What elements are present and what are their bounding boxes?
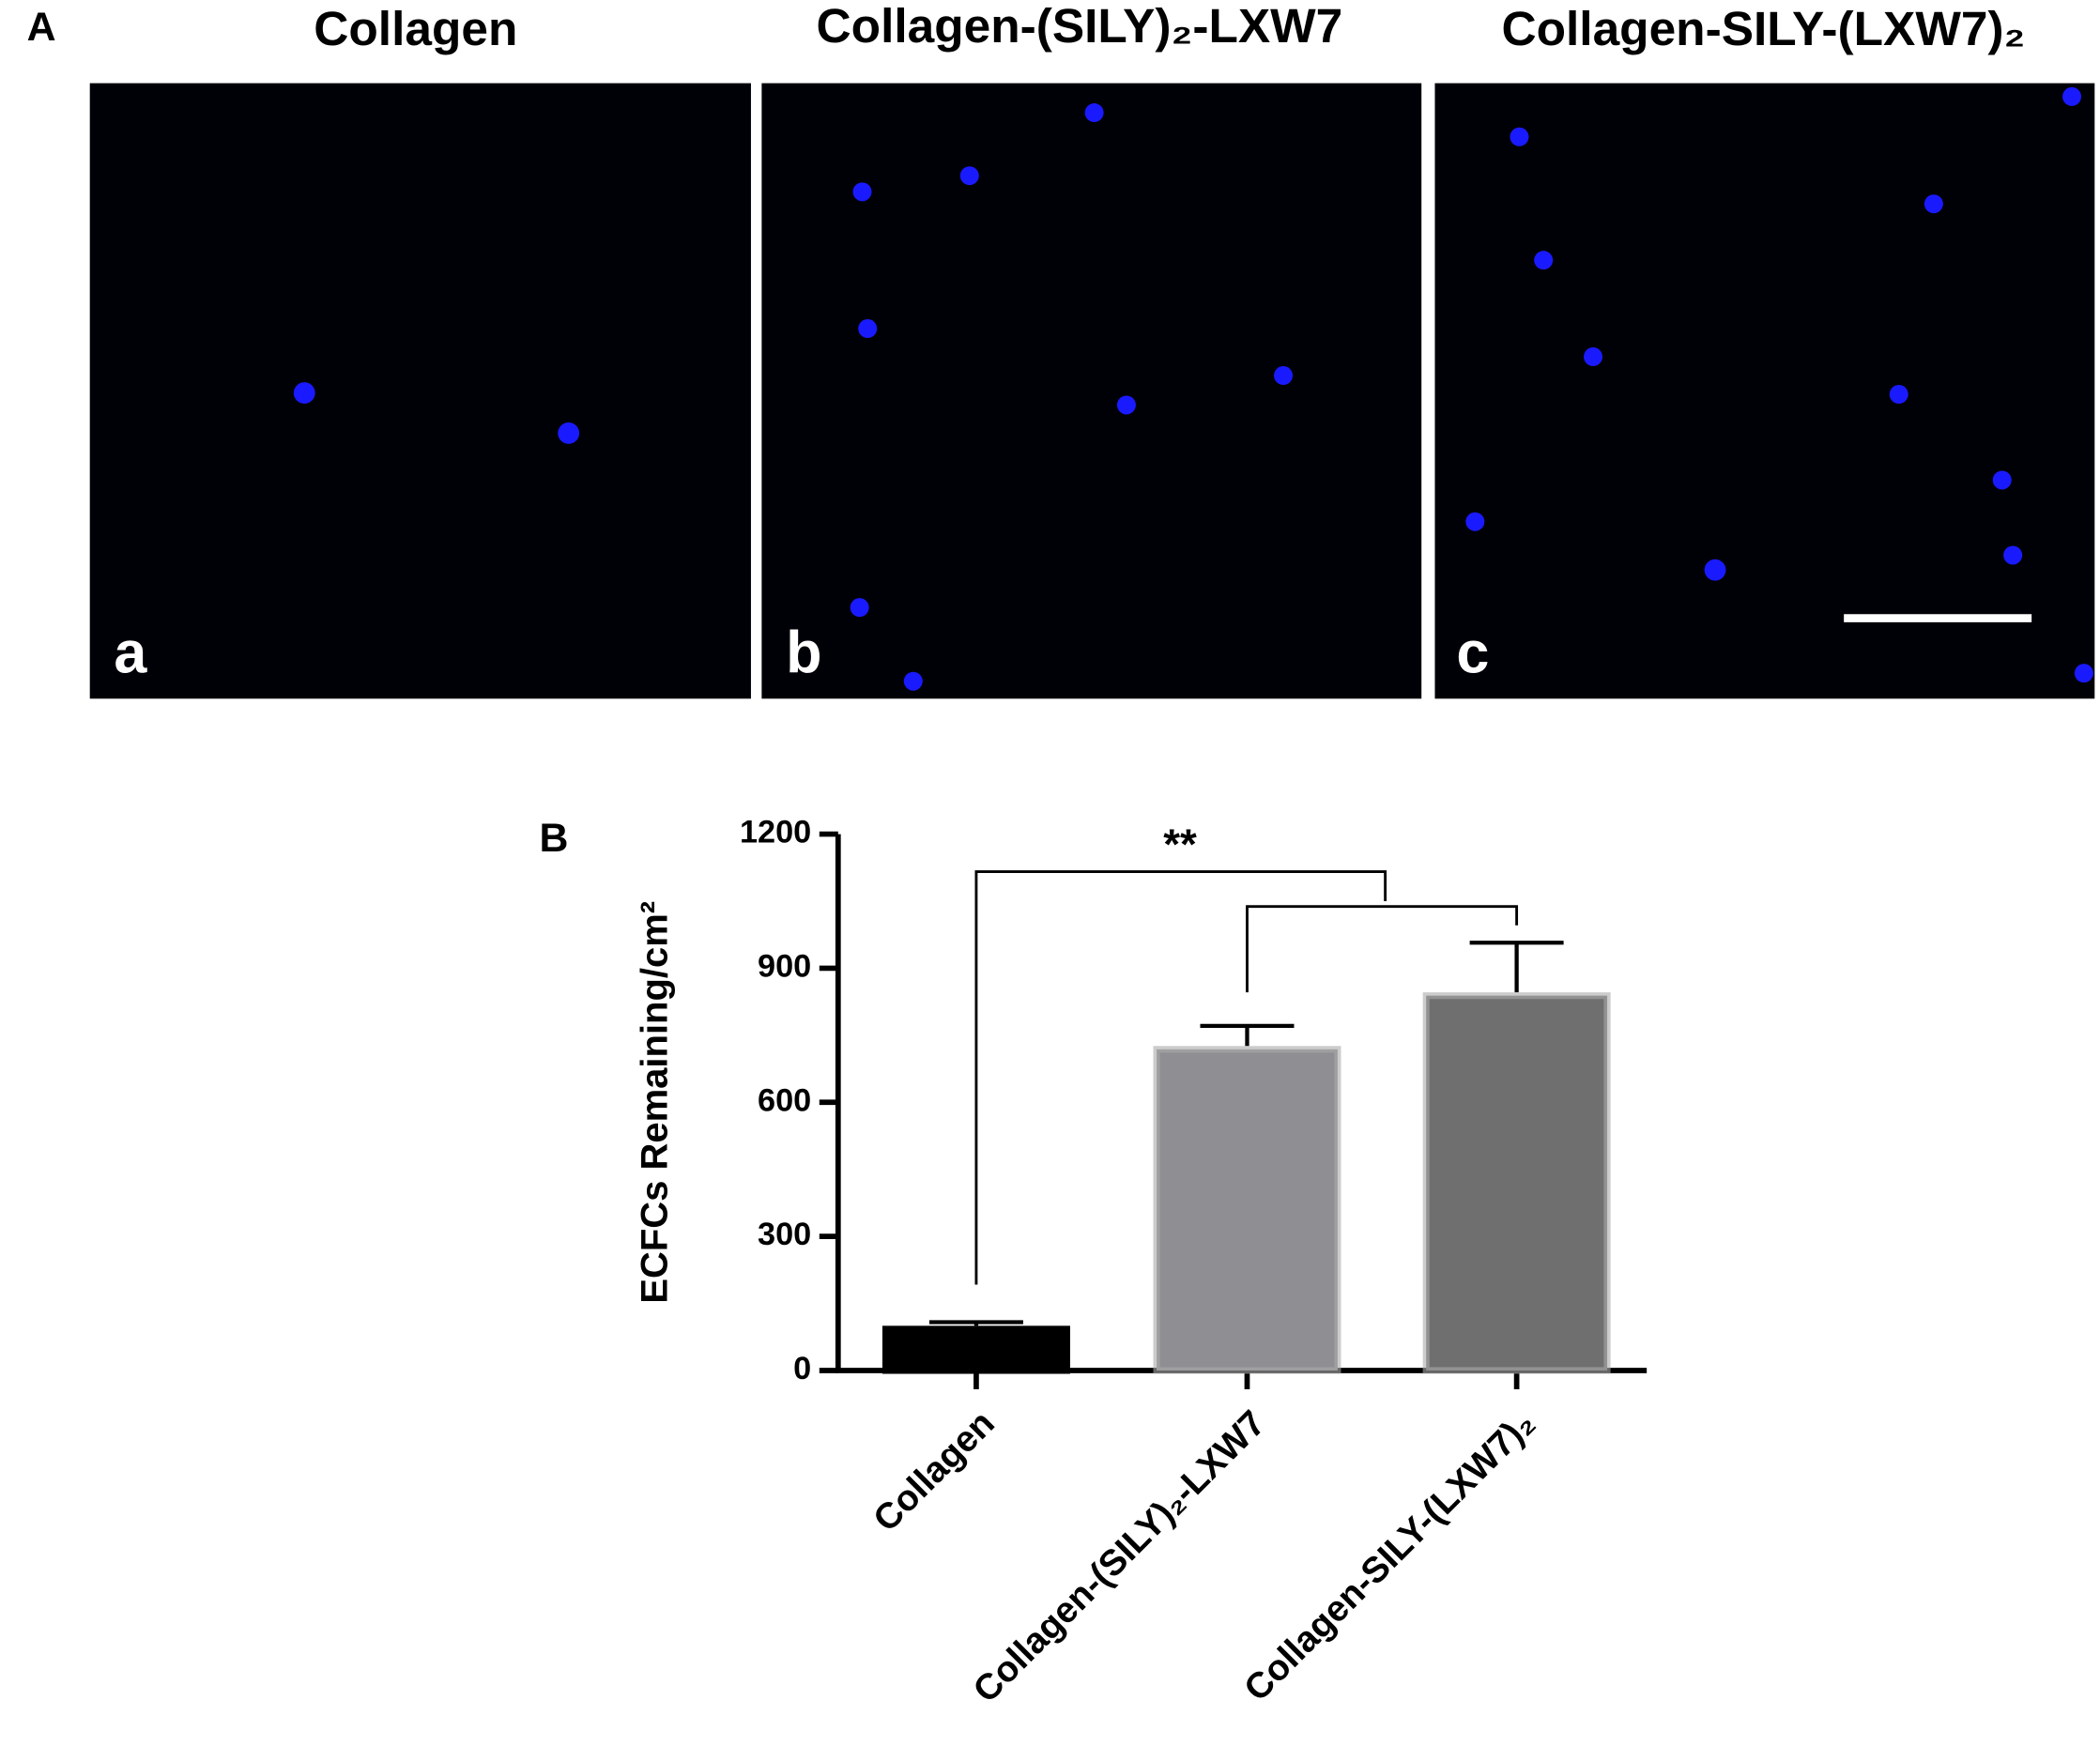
image-letter: b [786,620,821,686]
cell [1889,385,1908,405]
cell [959,166,979,186]
y-axis-label: ECFCs Remaining/cm² [635,901,676,1304]
significance-label: ** [1163,820,1197,868]
cell [850,598,869,618]
cell [1924,194,1943,214]
image-title: Collagen [314,1,517,55]
bar [881,1325,1070,1374]
cell [1510,127,1529,146]
y-tick-label: 900 [758,948,811,984]
cell [558,422,580,444]
cell [858,319,878,339]
y-tick-label: 1200 [740,815,811,850]
cell [1584,347,1603,367]
cell [1534,251,1554,270]
panel-label: B [539,816,568,861]
cell [2003,545,2023,565]
significance-bracket [1246,905,1519,993]
cell [852,182,872,202]
cell [1116,395,1136,415]
cell [2074,664,2093,683]
cell [1992,470,2012,490]
cell [1704,559,1726,581]
bar [1153,1046,1341,1374]
y-tick-label: 600 [758,1082,811,1118]
cell [903,671,923,691]
cells [293,86,2093,691]
micrograph [761,83,1422,699]
micrograph [1434,83,2095,699]
image-title: Collagen-(SILY)₂-LXW7 [817,0,1343,53]
cell [293,382,315,405]
cell [1465,512,1485,531]
panel-label: A [27,5,56,50]
y-tick-label: 300 [758,1217,811,1252]
micrograph [89,83,751,699]
image-letter: c [1456,620,1489,686]
cell [1084,103,1104,123]
cell [1274,366,1294,386]
image-letter: a [114,620,147,686]
bar [1422,992,1611,1374]
significance-bracket [974,870,1387,1285]
image-title: Collagen-SILY-(LXW7)₂ [1502,1,2026,55]
cell [2062,86,2082,106]
y-tick-label: 0 [793,1351,811,1386]
